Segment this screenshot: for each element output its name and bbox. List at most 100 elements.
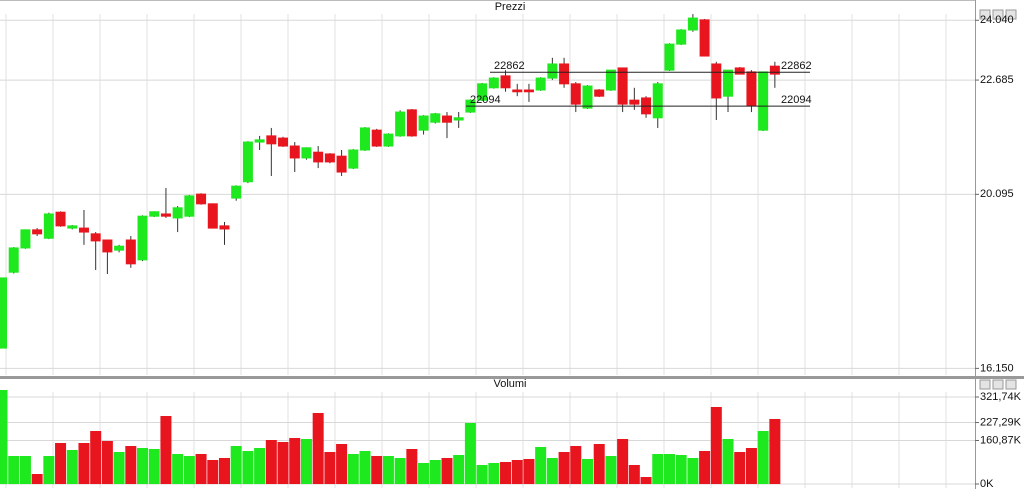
candle-body [652, 83, 663, 119]
volume-bar [195, 454, 207, 484]
volume-bar [312, 412, 324, 484]
candle-body [629, 99, 640, 105]
candle-body [8, 247, 19, 273]
volume-bar [230, 446, 242, 484]
volume-bar [125, 446, 137, 484]
candle-body [617, 67, 628, 105]
volume-bar [394, 457, 406, 484]
volume-bar [371, 455, 383, 484]
volume-bar [441, 457, 453, 484]
volume-bar [8, 455, 20, 484]
volume-bar [19, 455, 31, 484]
volume-bar [710, 406, 722, 484]
volume-bar [148, 449, 160, 484]
candle-body [102, 239, 113, 253]
candle-body [278, 137, 289, 147]
volume-bar [523, 458, 535, 484]
candle-body [395, 111, 406, 137]
volume-bar [55, 443, 67, 484]
volume-bar [207, 459, 219, 484]
candle-body [594, 89, 605, 97]
volume-bar [113, 452, 125, 484]
candle-body [430, 113, 441, 123]
volume-bar [488, 462, 500, 484]
candle-body [418, 115, 429, 131]
candle-body [20, 229, 31, 249]
maximize-button[interactable] [992, 379, 1004, 390]
close-button[interactable] [1005, 379, 1017, 390]
volume-bar [429, 459, 441, 484]
candle-body [289, 145, 300, 159]
volume-bar [500, 461, 512, 484]
volume-bar [242, 451, 254, 484]
volume-bar [172, 454, 184, 484]
volume-bar [535, 447, 547, 484]
volume-bar [265, 440, 277, 484]
candle-body [0, 277, 7, 349]
candle-body [360, 127, 371, 151]
candle-body [605, 69, 616, 91]
volume-bar [453, 455, 465, 484]
candle-body [441, 115, 452, 123]
candle-body [348, 149, 359, 169]
candle-body [242, 141, 253, 183]
candle-body [336, 155, 347, 173]
y-tick-label: 0K [980, 478, 994, 489]
candle-body [125, 239, 136, 265]
candle-body [231, 185, 242, 199]
volume-bar [769, 418, 781, 484]
candle-body [383, 133, 394, 147]
volume-bar [745, 448, 757, 484]
candle-body [301, 147, 312, 159]
candle-body [32, 229, 43, 235]
volume-bar [101, 441, 113, 484]
level-label: 22094 [781, 94, 812, 106]
price-title: Prezzi [495, 1, 526, 13]
volume-bar [628, 464, 640, 484]
volume-title: Volumi [493, 378, 526, 390]
candle-body [90, 233, 101, 242]
volume-bar [78, 443, 90, 484]
volume-bar [31, 473, 43, 484]
volume-bar [640, 476, 652, 484]
candle-body [313, 151, 324, 163]
volume-bar [734, 452, 746, 484]
candle-body [219, 225, 230, 230]
close-button[interactable] [1005, 9, 1017, 20]
volume-bar [336, 444, 348, 484]
volume-bar [418, 462, 430, 484]
minimize-button[interactable] [979, 379, 991, 390]
candle-body [559, 63, 570, 85]
candle-body [453, 117, 464, 121]
maximize-button[interactable] [992, 9, 1004, 20]
volume-bar [382, 455, 394, 484]
candle-body [734, 67, 745, 75]
candle-body [67, 225, 78, 229]
volume-bar [757, 430, 769, 484]
level-label: 22862 [494, 60, 525, 72]
volume-bar [90, 430, 102, 484]
candle-body [114, 245, 125, 251]
volume-bar [617, 439, 629, 484]
candle-body [207, 203, 218, 229]
candle-body [547, 63, 558, 79]
volume-bar [0, 390, 8, 484]
panel-divider [0, 376, 1024, 379]
volume-bar [289, 438, 301, 484]
candle-body [55, 211, 66, 227]
volume-bar [347, 454, 359, 484]
candle-body [699, 19, 710, 57]
candle-body [535, 77, 546, 91]
minimize-button[interactable] [979, 9, 991, 20]
volume-bar [675, 455, 687, 484]
candle-body [371, 129, 382, 147]
candle-body [488, 77, 499, 89]
candle-body [582, 85, 593, 109]
volume-bar [277, 442, 289, 484]
volume-bar [511, 459, 523, 484]
candle-body [758, 71, 769, 131]
y-tick-label: 160,87K [980, 434, 1022, 446]
candle-body [160, 213, 171, 217]
